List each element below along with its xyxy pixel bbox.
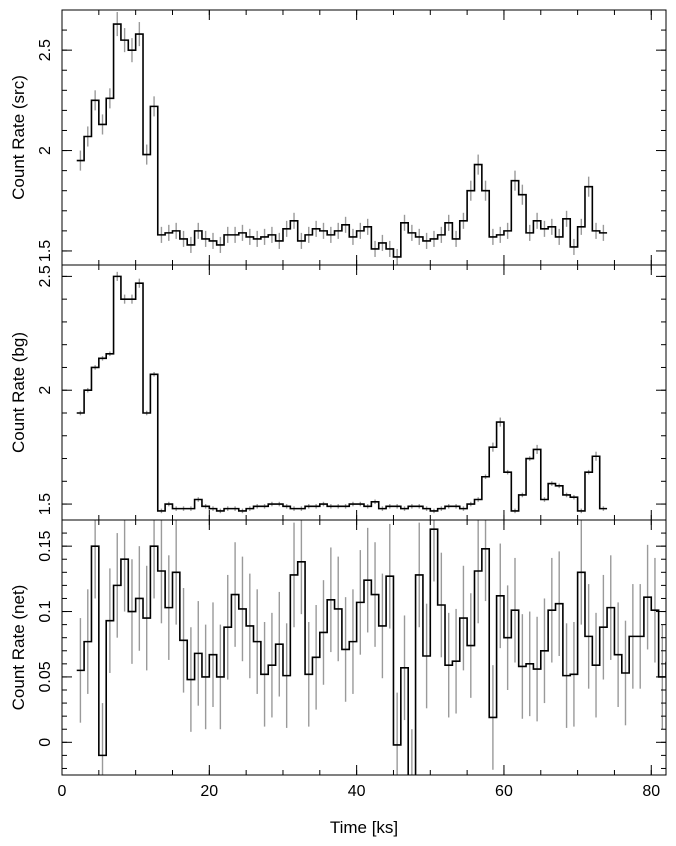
y-axis-label-src: Count Rate (src) xyxy=(9,75,28,200)
y-tick-label-net: 0.1 xyxy=(37,600,54,622)
x-tick-label: 60 xyxy=(495,783,513,800)
y-axis-label-bg: Count Rate (bg) xyxy=(9,332,28,453)
x-tick-label: 80 xyxy=(642,783,660,800)
y-tick-label-bg: 2.5 xyxy=(37,265,54,287)
x-tick-label: 40 xyxy=(348,783,366,800)
panel-frame-net xyxy=(61,519,667,776)
y-tick-label-bg: 1.5 xyxy=(37,493,54,515)
x-axis-label: Time [ks] xyxy=(330,818,398,837)
y-tick-label-bg: 2 xyxy=(37,386,54,395)
y-tick-label-src: 2.5 xyxy=(37,39,54,61)
y-tick-label-src: 1.5 xyxy=(37,240,54,262)
series-line-src xyxy=(76,23,608,258)
y-tick-label-net: 0.05 xyxy=(37,661,54,692)
series-line-bg xyxy=(76,275,608,512)
panel-frame-bg xyxy=(61,264,667,521)
y-tick-label-src: 2 xyxy=(37,146,54,155)
error-bars-bg xyxy=(79,271,605,514)
x-tick-label: 0 xyxy=(58,783,67,800)
error-bars-net xyxy=(79,520,664,775)
x-tick-label: 20 xyxy=(200,783,218,800)
series-line-net xyxy=(76,528,666,775)
y-axis-label-net: Count Rate (net) xyxy=(9,585,28,711)
y-tick-label-net: 0.15 xyxy=(37,530,54,561)
y-tick-label-net: 0 xyxy=(37,738,54,747)
